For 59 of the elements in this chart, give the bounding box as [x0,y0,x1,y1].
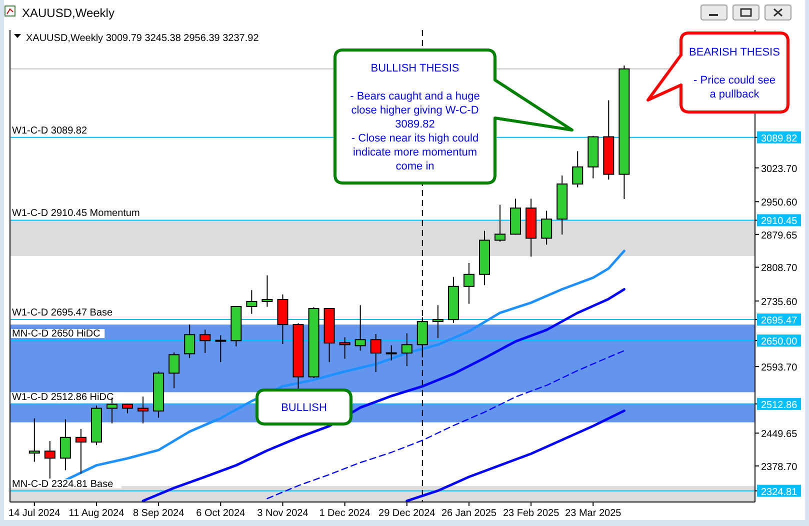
candlestick [432,304,444,338]
x-tick-label: 14 Jul 2024 [8,508,61,519]
x-tick-label: 1 Dec 2024 [319,508,371,519]
line-series [266,350,625,500]
candlestick [401,332,412,367]
y-tick-label: 2910.45 [761,216,798,228]
x-tick-label: 29 Dec 2024 [378,508,436,519]
y-tick-label: 2378.70 [761,462,798,473]
candlestick [370,333,382,373]
x-tick-label: 23 Mar 2025 [565,508,622,519]
y-tick-label: 2950.60 [761,198,798,209]
candlestick [138,396,149,424]
y-tick-label: 2449.65 [761,429,798,440]
candlestick [60,418,71,471]
y-tick-label: 2512.86 [761,400,798,411]
y-tick-label: 2808.70 [761,263,798,274]
ref-line-label: W1-C-D 3089.82 [12,125,88,136]
line-series [406,410,626,502]
x-tick-label: 3 Nov 2024 [257,508,309,519]
chart-subtitle: XAUUSD,Weekly 3009.79 3245.38 2956.39 3237.92 [26,33,260,44]
x-tick-label: 8 Sep 2024 [132,508,185,519]
candlestick [572,150,584,188]
ref-line-label: W1-C-D 2695.47 Base [12,308,114,319]
text: BEARISH THESIS - Price could see a pullback [689,46,780,100]
ref-line-label: MN-C-D 2650 HiDC [12,328,100,340]
candlestick [386,344,397,361]
line-series [142,288,626,502]
candlestick [246,290,258,314]
chart-title: XAUUSD,Weekly [22,6,114,20]
y-tick-label: 2324.81 [761,486,798,498]
candlestick [541,210,552,246]
y-tick-label: 2593.70 [761,362,798,374]
x-tick-label: 11 Aug 2024 [68,508,125,519]
candlestick [463,262,474,304]
candlestick [44,440,56,480]
y-tick-label: 2879.65 [761,230,798,242]
y-tick-label: 2695.47 [761,316,798,327]
ref-line-label: MN-C-D 2324.81 Base [12,478,114,490]
y-tick-label: 3089.82 [761,133,798,144]
ref-line-label: W1-C-D 2910.45 Momentum [12,208,140,220]
candlestick [184,324,196,359]
y-tick-label: 2650.00 [761,336,798,348]
candlestick [215,334,226,363]
x-tick-label: 26 Jan 2025 [441,508,497,519]
x-tick-label: 23 Feb 2025 [502,508,560,519]
y-tick-label: 3023.70 [761,164,798,175]
ref-line-label: W1-C-D 2512.86 HiDC [12,392,114,403]
candlestick [75,428,86,474]
y-tick-label: 2735.60 [761,297,798,308]
annotation: BULLISH [281,402,327,414]
candlestick [354,304,366,352]
candlestick [339,336,350,360]
candlestick [200,329,211,354]
candlestick [262,274,273,308]
candlestick [494,204,506,242]
candlestick [28,418,40,462]
x-tick-label: 6 Oct 2024 [196,508,246,519]
text: BULLISH THESIS - Bears caught and a huge close higher giving W-C-D 3089.82 - Close near its high could indicate more momentum come in [350,62,480,172]
candlestick [168,352,180,389]
